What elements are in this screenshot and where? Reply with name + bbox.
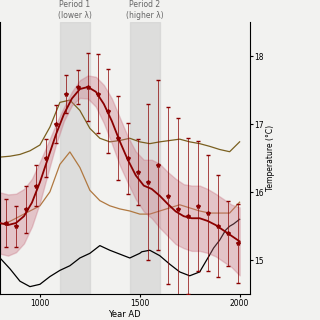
X-axis label: Year AD: Year AD bbox=[108, 310, 141, 319]
Bar bbox=[130, 22, 160, 294]
Bar bbox=[60, 22, 90, 294]
Y-axis label: Temperature (°C): Temperature (°C) bbox=[266, 125, 275, 191]
Text: Period 1
(lower λ): Period 1 (lower λ) bbox=[58, 0, 92, 20]
Text: Period 2
(higher λ): Period 2 (higher λ) bbox=[126, 0, 164, 20]
